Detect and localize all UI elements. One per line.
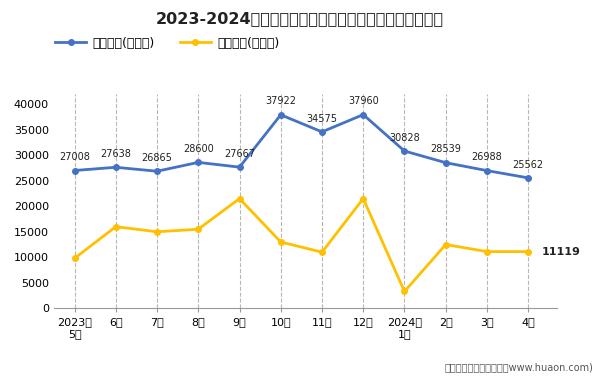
- Legend: 出口总额(万美元), 进口总额(万美元): 出口总额(万美元), 进口总额(万美元): [50, 32, 285, 55]
- Text: 34575: 34575: [307, 114, 337, 124]
- Text: 28539: 28539: [430, 144, 461, 155]
- Text: 37960: 37960: [348, 96, 379, 106]
- Text: 25562: 25562: [513, 159, 544, 170]
- Text: 2023-2024年荆州市商品收发货人所在地进、出口额统计: 2023-2024年荆州市商品收发货人所在地进、出口额统计: [155, 11, 444, 26]
- Text: 26865: 26865: [141, 153, 173, 163]
- Text: 27638: 27638: [101, 149, 131, 159]
- Text: 28600: 28600: [183, 144, 214, 154]
- Text: 27667: 27667: [224, 149, 255, 159]
- Text: 30828: 30828: [389, 133, 420, 143]
- Text: 26988: 26988: [471, 152, 503, 162]
- Text: 制图：华经产业研究院（www.huaon.com): 制图：华经产业研究院（www.huaon.com): [444, 362, 593, 372]
- Text: 37922: 37922: [265, 97, 297, 106]
- Text: 27008: 27008: [59, 152, 90, 162]
- Text: 11119: 11119: [542, 247, 581, 256]
